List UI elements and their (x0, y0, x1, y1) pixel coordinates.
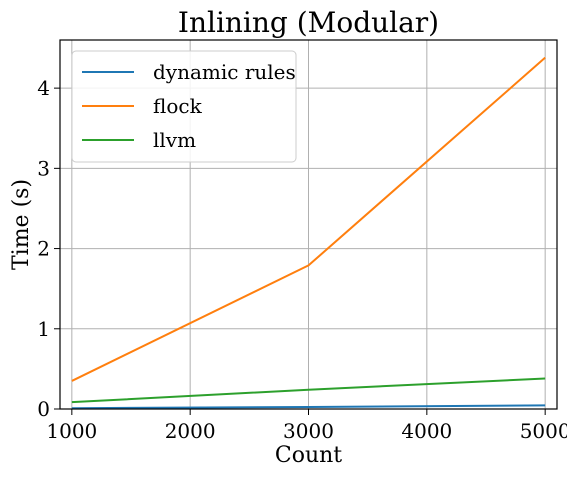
y-tick-label: 1 (37, 317, 50, 341)
x-tick-label: 5000 (520, 419, 567, 443)
legend-label-dynamic-rules: dynamic rules (153, 60, 296, 84)
y-tick-label: 2 (37, 237, 50, 261)
y-tick-label: 3 (37, 156, 50, 180)
x-tick-label: 4000 (401, 419, 452, 443)
y-axis-label: Time (s) (9, 179, 34, 270)
legend-label-llvm: llvm (153, 128, 196, 152)
series-line-dynamic-rules (71, 404, 546, 410)
x-axis-label: Count (275, 443, 342, 468)
legend-label-flock: flock (153, 94, 203, 118)
series-line-flock (71, 56, 546, 382)
x-tick-label: 1000 (46, 419, 97, 443)
series-line-llvm (71, 377, 546, 404)
y-tick-label: 0 (37, 397, 50, 421)
chart-title: Inlining (Modular) (178, 6, 439, 39)
axis-ticks: 1000 2000 3000 4000 5000 0 1 2 3 4 (37, 76, 567, 443)
series-lines (71, 56, 546, 410)
x-tick-label: 3000 (283, 419, 334, 443)
y-tick-label: 4 (37, 76, 50, 100)
legend-box (71, 50, 297, 163)
x-tick-label: 2000 (165, 419, 216, 443)
legend: dynamic rules flock llvm (71, 50, 297, 163)
